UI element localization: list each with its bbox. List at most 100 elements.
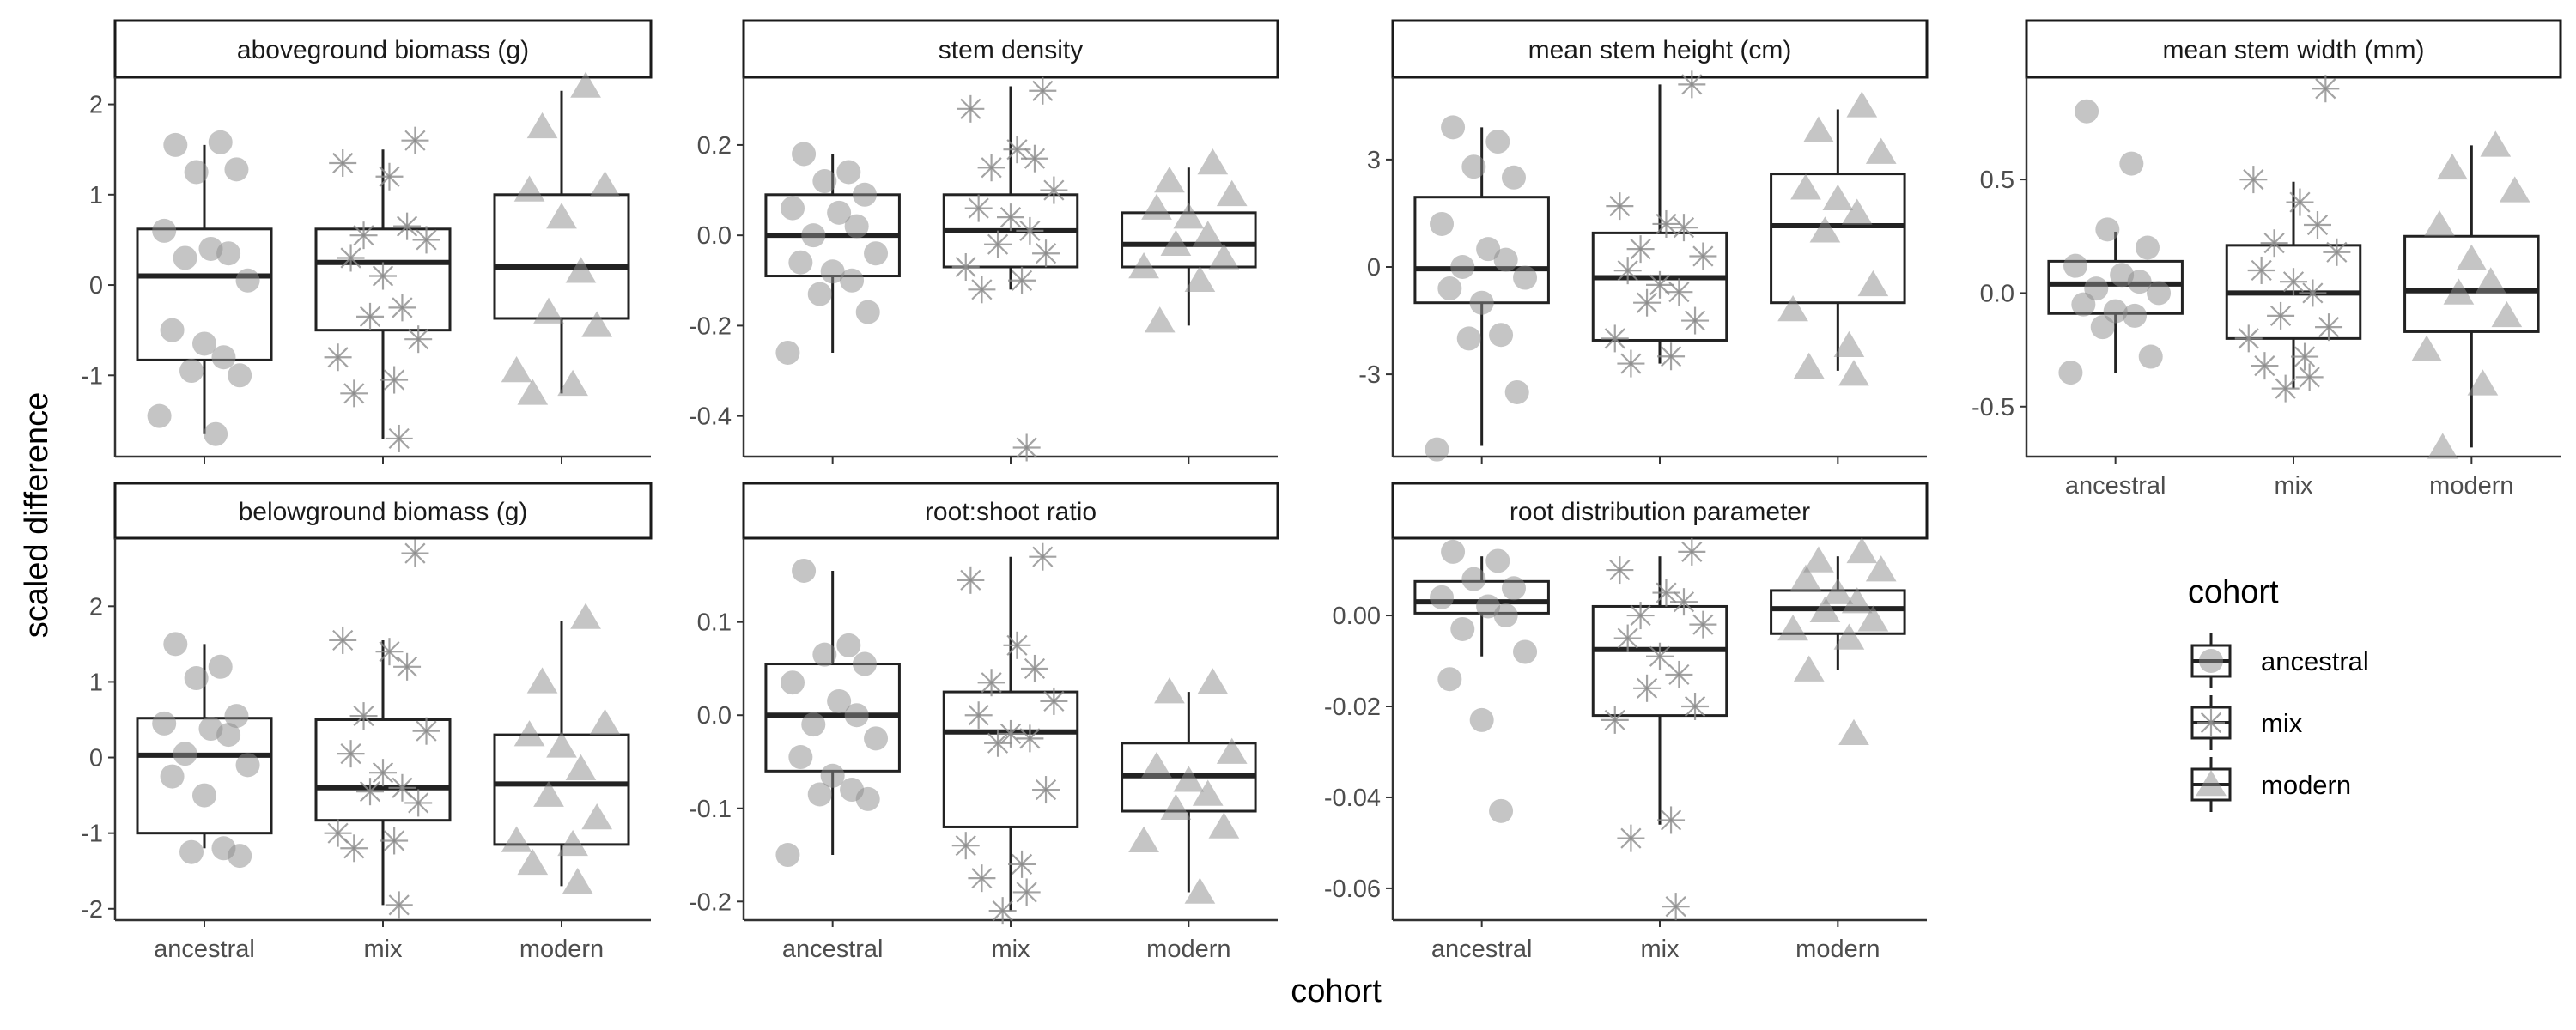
data-point xyxy=(2491,300,2523,328)
data-point xyxy=(152,218,177,243)
data-point xyxy=(1606,192,1634,221)
data-point xyxy=(208,654,233,679)
data-point xyxy=(385,424,413,452)
y-tick-label: -0.04 xyxy=(1324,785,1381,812)
data-point xyxy=(349,702,378,730)
data-point xyxy=(812,642,837,667)
y-tick-label: -0.5 xyxy=(1971,394,2014,421)
y-tick-label: 0.00 xyxy=(1333,603,1381,630)
data-point xyxy=(1617,349,1645,378)
data-point xyxy=(812,169,837,194)
y-tick-label: 1 xyxy=(89,669,103,696)
x-tick-label: mix xyxy=(2274,472,2313,500)
data-point xyxy=(1657,342,1686,371)
facet-strip xyxy=(742,482,1279,540)
data-point xyxy=(1838,718,1869,746)
data-point xyxy=(977,669,1005,697)
data-point xyxy=(2291,342,2319,371)
data-point xyxy=(173,245,197,270)
y-tick-label: 1 xyxy=(89,182,103,209)
data-point xyxy=(501,826,532,852)
data-point xyxy=(1437,667,1462,692)
facet-panel: belowground biomass (g) -2 -1 0 1 2 ancestral m… xyxy=(81,482,653,963)
y-tick-label: 0.5 xyxy=(1980,167,2014,194)
data-point xyxy=(184,666,209,691)
data-point xyxy=(1646,642,1674,670)
data-point xyxy=(224,704,249,729)
data-point xyxy=(1865,137,1897,164)
legend-marker xyxy=(2199,649,2223,673)
legend-key-modern xyxy=(2190,757,2232,812)
data-point xyxy=(1803,116,1834,142)
data-point xyxy=(1501,576,1526,601)
data-point xyxy=(1633,288,1662,317)
data-point xyxy=(864,241,889,266)
data-point xyxy=(1857,270,1889,297)
data-point xyxy=(997,203,1024,232)
data-point xyxy=(388,294,416,322)
data-point xyxy=(147,403,172,428)
data-point xyxy=(1501,165,1526,190)
data-point xyxy=(1469,707,1494,732)
data-point xyxy=(2315,313,2343,342)
data-point xyxy=(1777,295,1808,322)
data-point xyxy=(1846,536,1878,564)
data-point xyxy=(228,363,252,388)
legend: cohort ancestral mix modern xyxy=(2188,574,2369,812)
data-point xyxy=(1790,173,1821,200)
y-tick-label: -3 xyxy=(1358,361,1381,389)
data-point xyxy=(2312,75,2340,103)
data-point xyxy=(852,651,877,676)
y-tick-label: 0 xyxy=(89,272,103,300)
data-point xyxy=(2427,433,2458,459)
data-point xyxy=(401,539,429,567)
data-point xyxy=(1493,247,1518,272)
data-point xyxy=(820,259,845,284)
data-point xyxy=(827,200,852,225)
data-point xyxy=(2475,267,2506,294)
data-point xyxy=(957,566,985,594)
data-point xyxy=(356,302,385,330)
data-point xyxy=(957,94,985,123)
data-point xyxy=(1601,324,1629,353)
data-point xyxy=(968,276,996,304)
data-point xyxy=(1617,824,1645,852)
data-point xyxy=(951,832,980,860)
data-point xyxy=(340,834,368,863)
data-point xyxy=(1425,437,1449,462)
data-point xyxy=(1626,602,1655,630)
x-tick-label: mix xyxy=(991,936,1030,963)
facet-title: mean stem height (cm) xyxy=(1528,36,1792,64)
data-point xyxy=(216,241,241,266)
data-point xyxy=(1833,330,1865,357)
data-point xyxy=(1160,229,1192,256)
facet-panel: root distribution parameter -0.06 -0.04 -0.… xyxy=(1324,482,1929,963)
iqr-box xyxy=(2403,234,2540,333)
data-point xyxy=(1678,70,1706,99)
x-tick-label: ancestral xyxy=(1431,936,1533,963)
data-point xyxy=(2437,153,2468,180)
data-point xyxy=(1441,539,1466,564)
legend-label: mix xyxy=(2261,708,2303,738)
data-point xyxy=(1652,579,1680,607)
y-tick-label: -0.06 xyxy=(1324,876,1381,903)
data-point xyxy=(375,162,404,191)
data-point xyxy=(788,745,813,770)
data-point xyxy=(1841,587,1873,614)
data-point xyxy=(160,764,185,789)
y-tick-label: -1 xyxy=(81,362,103,390)
data-point xyxy=(2286,188,2314,216)
data-point xyxy=(340,379,368,408)
data-point xyxy=(329,626,357,654)
data-point xyxy=(2095,217,2120,242)
data-point xyxy=(1485,548,1510,573)
legend-label: ancestral xyxy=(2261,646,2369,676)
data-point xyxy=(412,226,440,254)
data-point xyxy=(1029,542,1057,571)
facet-title: stem density xyxy=(939,36,1083,64)
data-point xyxy=(2127,270,2152,294)
data-point xyxy=(570,71,601,98)
data-point xyxy=(1216,179,1248,207)
data-point xyxy=(1128,826,1159,853)
data-point xyxy=(324,819,352,847)
